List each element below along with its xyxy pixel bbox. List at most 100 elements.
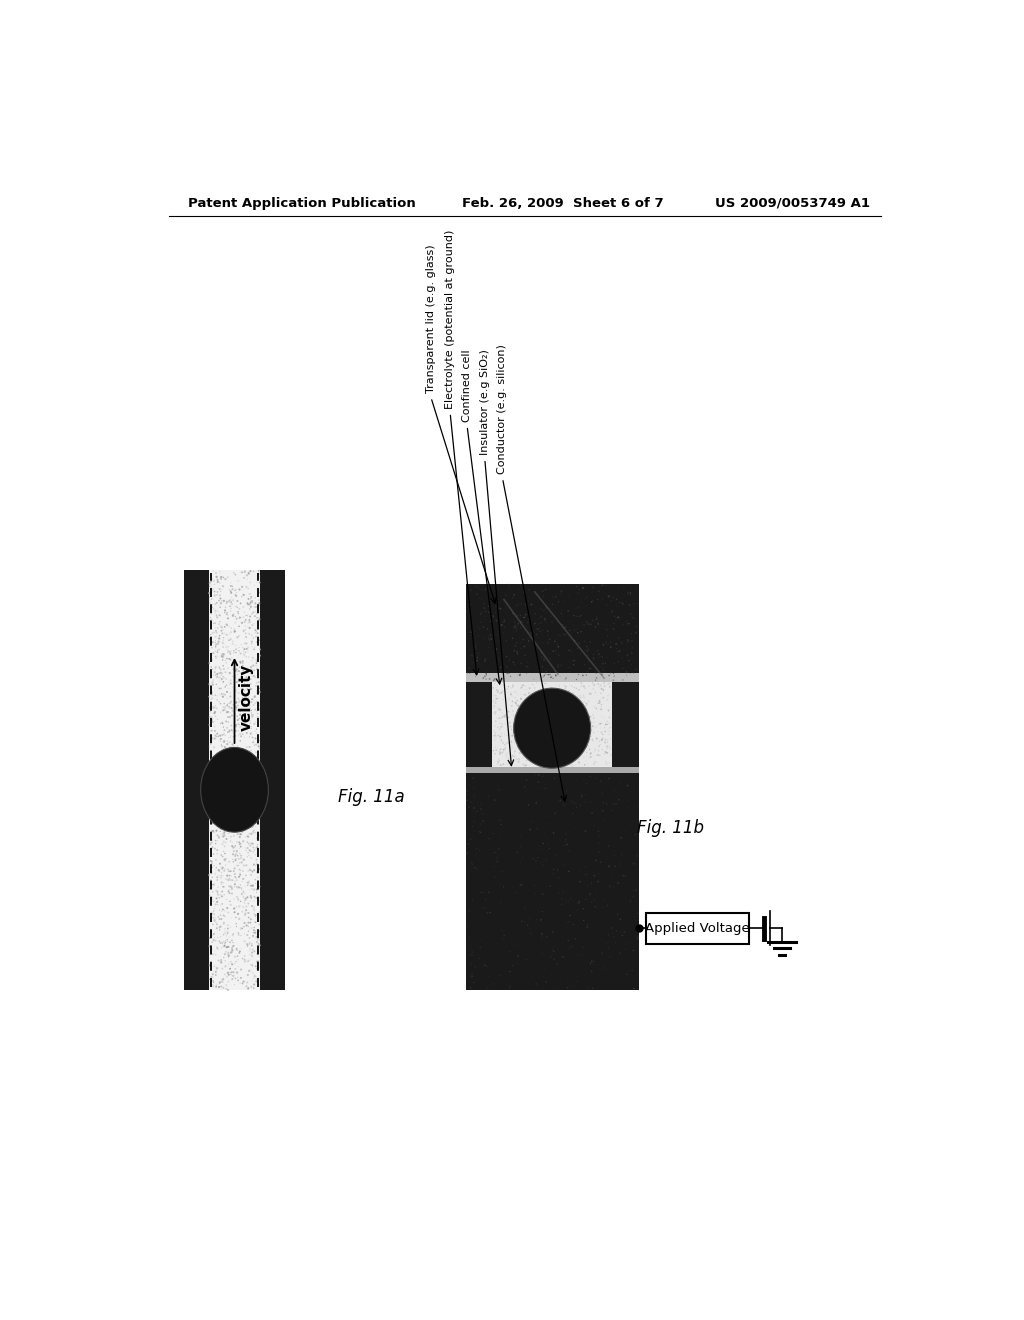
Point: [218, 614, 234, 635]
Point: [227, 866, 244, 887]
Point: [569, 622, 586, 643]
Point: [557, 832, 573, 853]
Point: [239, 896, 255, 917]
Point: [238, 690, 254, 711]
Point: [245, 733, 261, 754]
Point: [208, 788, 224, 809]
Point: [225, 643, 242, 664]
Point: [556, 726, 572, 747]
Point: [506, 583, 522, 605]
Point: [211, 780, 227, 801]
Point: [223, 587, 240, 609]
Point: [585, 715, 601, 737]
Point: [248, 837, 264, 858]
Point: [214, 579, 230, 601]
Point: [609, 631, 626, 652]
Point: [601, 677, 617, 698]
Point: [527, 737, 544, 758]
Point: [523, 741, 540, 762]
Point: [510, 747, 526, 768]
Point: [558, 824, 574, 845]
Point: [211, 667, 227, 688]
Point: [251, 693, 267, 714]
Point: [623, 653, 639, 675]
Point: [242, 710, 258, 731]
Point: [476, 954, 493, 975]
Point: [242, 771, 258, 792]
Point: [231, 896, 248, 917]
Point: [225, 659, 242, 680]
Point: [621, 612, 637, 634]
Point: [560, 748, 577, 770]
Point: [471, 618, 487, 639]
Point: [225, 924, 242, 945]
Point: [209, 746, 225, 767]
Point: [242, 933, 258, 954]
Point: [203, 920, 219, 941]
Point: [548, 586, 564, 607]
Point: [203, 582, 219, 603]
Point: [507, 741, 523, 762]
Point: [207, 632, 223, 653]
Point: [606, 822, 623, 843]
Point: [208, 961, 224, 982]
Point: [526, 764, 543, 785]
Point: [228, 912, 245, 933]
Point: [540, 659, 556, 680]
Point: [217, 935, 233, 956]
Point: [506, 746, 522, 767]
Point: [208, 673, 224, 694]
Point: [242, 939, 258, 960]
Point: [550, 810, 566, 832]
Point: [570, 744, 587, 766]
Point: [513, 689, 529, 710]
Point: [510, 684, 526, 705]
Point: [543, 667, 559, 688]
Point: [517, 605, 534, 626]
Point: [242, 583, 258, 605]
Point: [551, 867, 567, 888]
Point: [514, 911, 530, 932]
Point: [211, 776, 227, 797]
Point: [578, 714, 594, 735]
Point: [589, 727, 605, 748]
Point: [234, 973, 251, 994]
Point: [226, 622, 243, 643]
Point: [237, 785, 253, 807]
Point: [527, 911, 544, 932]
Point: [476, 598, 493, 619]
Point: [462, 578, 478, 599]
Point: [210, 776, 226, 797]
Point: [534, 927, 550, 948]
Point: [552, 624, 568, 645]
Point: [248, 750, 264, 771]
Text: Conductor (e.g. silicon): Conductor (e.g. silicon): [498, 345, 508, 474]
Point: [487, 710, 504, 731]
Point: [544, 656, 560, 677]
Point: [243, 590, 259, 611]
Point: [204, 803, 220, 824]
Point: [539, 829, 555, 850]
Point: [202, 928, 218, 949]
Point: [565, 620, 582, 642]
Ellipse shape: [514, 688, 591, 768]
Point: [236, 696, 252, 717]
Point: [594, 655, 610, 676]
Point: [518, 739, 535, 760]
Point: [245, 647, 261, 668]
Point: [493, 742, 509, 763]
Point: [219, 812, 236, 833]
Point: [239, 873, 255, 894]
Point: [572, 605, 589, 626]
Point: [580, 735, 596, 756]
Point: [595, 634, 611, 655]
Point: [247, 912, 263, 933]
Point: [486, 673, 503, 694]
Point: [563, 694, 580, 715]
Point: [573, 737, 590, 758]
Point: [516, 636, 532, 657]
Point: [215, 841, 231, 862]
Point: [558, 755, 574, 776]
Point: [459, 842, 475, 863]
Point: [565, 721, 582, 742]
